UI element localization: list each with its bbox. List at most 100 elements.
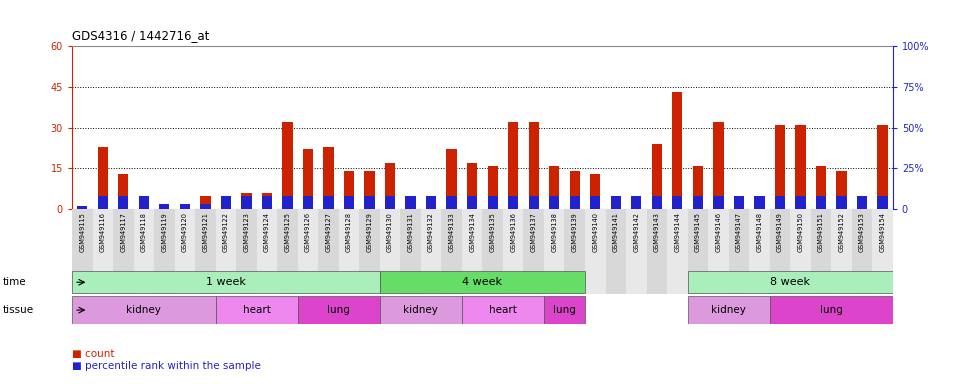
Bar: [446, 196, 457, 209]
Bar: [693, 196, 703, 209]
Bar: [180, 204, 190, 209]
Bar: [154, 209, 175, 294]
Bar: [298, 296, 380, 324]
Bar: [523, 209, 544, 294]
Text: kidney: kidney: [403, 305, 439, 315]
Bar: [549, 196, 560, 209]
Bar: [72, 209, 92, 294]
Bar: [488, 166, 498, 209]
Bar: [241, 196, 252, 209]
Bar: [508, 122, 518, 209]
Bar: [755, 196, 764, 209]
Bar: [647, 209, 667, 294]
Text: heart: heart: [243, 305, 271, 315]
Bar: [262, 196, 272, 209]
Bar: [816, 196, 827, 209]
Text: GSM949130: GSM949130: [387, 212, 393, 252]
Bar: [713, 196, 724, 209]
Bar: [626, 209, 647, 294]
Text: GSM949116: GSM949116: [100, 212, 106, 252]
Text: GSM949126: GSM949126: [305, 212, 311, 252]
Bar: [503, 209, 523, 294]
Text: GSM949143: GSM949143: [654, 212, 660, 252]
Bar: [133, 209, 154, 294]
Text: GSM949131: GSM949131: [408, 212, 414, 252]
Bar: [339, 209, 359, 294]
Bar: [175, 209, 195, 294]
Bar: [569, 171, 580, 209]
Bar: [216, 209, 236, 294]
Bar: [77, 206, 87, 209]
Text: kidney: kidney: [127, 305, 161, 315]
Bar: [420, 209, 442, 294]
Text: GSM949133: GSM949133: [448, 212, 455, 252]
Bar: [442, 209, 462, 294]
Bar: [687, 296, 770, 324]
Bar: [282, 122, 293, 209]
Text: GSM949147: GSM949147: [736, 212, 742, 252]
Text: GSM949118: GSM949118: [141, 212, 147, 252]
Bar: [687, 271, 893, 293]
Bar: [380, 209, 400, 294]
Bar: [564, 209, 585, 294]
Bar: [302, 196, 313, 209]
Bar: [241, 193, 252, 209]
Bar: [672, 92, 683, 209]
Text: heart: heart: [489, 305, 516, 315]
Bar: [611, 196, 621, 209]
Bar: [98, 196, 108, 209]
Text: GSM949137: GSM949137: [531, 212, 537, 252]
Text: GSM949122: GSM949122: [223, 212, 228, 252]
Bar: [729, 209, 749, 294]
Text: GSM949152: GSM949152: [838, 212, 845, 252]
Bar: [344, 171, 354, 209]
Bar: [405, 201, 416, 209]
Text: GSM949136: GSM949136: [510, 212, 516, 252]
Bar: [852, 209, 873, 294]
Text: GSM949128: GSM949128: [346, 212, 352, 252]
Bar: [585, 209, 606, 294]
Bar: [544, 209, 564, 294]
Bar: [755, 204, 764, 209]
Text: lung: lung: [820, 305, 843, 315]
Bar: [483, 209, 503, 294]
Text: GSM949119: GSM949119: [161, 212, 167, 252]
Text: GSM949117: GSM949117: [120, 212, 127, 252]
Bar: [795, 125, 805, 209]
Text: GSM949145: GSM949145: [695, 212, 701, 252]
Bar: [590, 174, 600, 209]
Bar: [857, 204, 867, 209]
Bar: [216, 296, 298, 324]
Bar: [877, 125, 888, 209]
Text: GSM949127: GSM949127: [325, 212, 331, 252]
Text: GSM949135: GSM949135: [490, 212, 495, 252]
Bar: [221, 196, 231, 209]
Text: GSM949154: GSM949154: [879, 212, 885, 252]
Bar: [770, 296, 893, 324]
Text: GSM949151: GSM949151: [818, 212, 824, 252]
Bar: [236, 209, 256, 294]
Bar: [590, 196, 600, 209]
Bar: [298, 209, 319, 294]
Bar: [667, 209, 687, 294]
Text: GSM949146: GSM949146: [715, 212, 721, 252]
Bar: [113, 209, 133, 294]
Bar: [446, 149, 457, 209]
Bar: [302, 149, 313, 209]
Bar: [201, 204, 210, 209]
Bar: [256, 209, 277, 294]
Text: GSM949139: GSM949139: [572, 212, 578, 252]
Text: GDS4316 / 1442716_at: GDS4316 / 1442716_at: [72, 29, 209, 42]
Bar: [713, 122, 724, 209]
Text: GSM949121: GSM949121: [203, 212, 208, 252]
Bar: [749, 209, 770, 294]
Bar: [836, 171, 847, 209]
Bar: [159, 207, 170, 209]
Bar: [467, 163, 477, 209]
Bar: [631, 196, 641, 209]
Text: GSM949123: GSM949123: [244, 212, 250, 252]
Bar: [488, 196, 498, 209]
Bar: [831, 209, 852, 294]
Bar: [92, 209, 113, 294]
Bar: [365, 196, 374, 209]
